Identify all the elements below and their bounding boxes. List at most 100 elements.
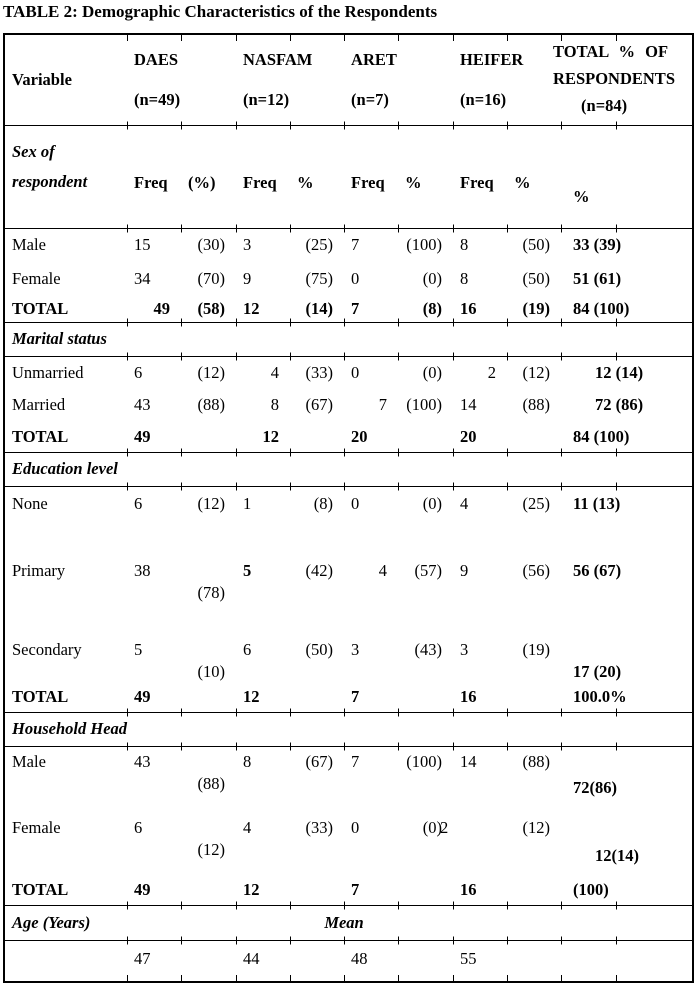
cell-pct-aret: (0): [422, 362, 443, 382]
cell-total: 72 (86): [595, 395, 644, 414]
cell-freq-daes: 49: [153, 298, 171, 318]
cell-freq-heifer: 14: [460, 395, 477, 414]
table-row-household-total: TOTAL 49 12 7 16 (100): [5, 875, 692, 905]
cell-freq-heifer: 2: [440, 818, 449, 837]
cell-freq-heifer: 2: [487, 362, 497, 382]
cell-freq-nasfam: 12: [243, 687, 260, 706]
cell-pct-heifer: (25): [522, 494, 551, 513]
cell-freq-nasfam: 12: [243, 880, 260, 899]
section-header-education: Education level: [5, 452, 692, 486]
cell-freq-heifer: 14: [460, 752, 477, 771]
cell-total: 84 (100): [573, 298, 630, 318]
cell-freq-heifer: 8: [460, 268, 469, 288]
cell-freq-heifer: 16: [460, 298, 477, 318]
cell-total: 12 (14): [595, 362, 644, 382]
cell-pct-aret: (100): [406, 395, 443, 414]
col-header-freq-heifer: Freq: [460, 172, 494, 192]
group-name: ARET: [351, 50, 397, 69]
cell-pct-aret: (43): [414, 640, 443, 659]
cell-freq-daes: 6: [134, 494, 143, 513]
cell-freq-daes: 49: [134, 880, 151, 899]
cell-freq-heifer: 16: [460, 880, 477, 899]
cell-total: 56 (67): [573, 561, 622, 580]
cell-freq-aret: 3: [351, 640, 360, 659]
cell-freq-nasfam: 8: [270, 395, 280, 414]
table-row-education-none: None 6 (12) 1 (8) 0 (0) 4 (25) 11 (13): [5, 486, 692, 555]
cell-total: 12(14): [595, 846, 640, 865]
group-n: (n=12): [243, 90, 290, 109]
cell-freq-heifer: 4: [460, 494, 469, 513]
cell-freq-nasfam: 9: [243, 268, 252, 288]
table-title: TABLE 2: Demographic Characteristics of …: [3, 2, 438, 21]
cell-total: 11 (13): [573, 494, 621, 513]
cell-freq-daes: 49: [134, 687, 151, 706]
cell-freq-nasfam: 1: [243, 494, 252, 513]
cell-freq-aret: 7: [351, 298, 360, 318]
cell-freq-aret: 20: [351, 426, 368, 446]
table-row-marital-unmarried: Unmarried 6 (12) 4 (33) 0 (0) 2 (12) 12 …: [5, 356, 692, 389]
cell-total: 72(86): [573, 778, 618, 797]
table-row-education-secondary: Secondary 5 (10) 6 (50) 3 (43) 3 (19) 17…: [5, 635, 692, 682]
cell-freq-daes: 43: [134, 395, 151, 414]
cell-freq-aret: 7: [351, 752, 360, 771]
cell-pct-heifer: (88): [522, 395, 551, 414]
table-row-marital-married: Married 43 (88) 8 (67) 7 (100) 14 (88) 7…: [5, 389, 692, 421]
section-label-marital-status: Marital status: [12, 329, 107, 348]
cell-pct-nasfam: (67): [305, 752, 334, 771]
cell-label: Male: [12, 235, 46, 254]
cell-freq-daes: 15: [134, 235, 151, 254]
cell-freq-nasfam: 8: [243, 752, 252, 771]
sex-subheader-row: Sex of respondent Freq (%) Freq % Freq %…: [5, 125, 692, 228]
header-variable-cell: Variable: [12, 70, 72, 89]
cell-pct-daes: (30): [197, 235, 226, 254]
section-label-household-head: Household Head: [12, 719, 128, 738]
col-header-pct-aret: %: [405, 172, 422, 192]
cell-freq-aret: 0: [351, 268, 360, 288]
cell-freq-daes: 43: [134, 752, 151, 771]
section-header-age: Age (Years) Mean: [5, 905, 692, 940]
cell-pct-nasfam: (75): [305, 268, 334, 288]
cell-label: None: [12, 494, 48, 513]
cell-freq-nasfam: 4: [270, 362, 280, 382]
table-row-sex-male: Male 15 (30) 3 (25) 7 (100) 8 (50) 33 (3…: [5, 228, 692, 262]
col-header-freq-nasfam: Freq: [243, 172, 277, 192]
header-group-daes: DAES (n=49): [127, 35, 236, 125]
col-header-pct-daes: (%): [188, 172, 216, 192]
cell-label: TOTAL: [12, 880, 69, 899]
cell-pct-daes: (78): [197, 583, 226, 602]
cell-freq-aret: 7: [351, 687, 360, 706]
col-header-freq-daes: Freq: [134, 172, 168, 192]
cell-freq-heifer: 8: [460, 235, 469, 254]
cell-freq-aret: 7: [351, 235, 360, 254]
total-header-line1: TOTAL % OF: [553, 42, 669, 61]
cell-label: Unmarried: [12, 362, 84, 382]
cell-mean-aret: 48: [351, 949, 368, 968]
total-header-line2: RESPONDENTS: [553, 69, 675, 88]
cell-freq-nasfam: 4: [243, 818, 252, 837]
cell-total: 51 (61): [573, 268, 622, 288]
cell-freq-aret: 7: [378, 395, 388, 414]
cell-freq-nasfam: 12: [243, 298, 260, 318]
cell-pct-daes: (12): [197, 362, 226, 382]
group-name: HEIFER: [460, 50, 524, 69]
cell-freq-heifer: 9: [460, 561, 469, 580]
section-header-household: Household Head: [5, 712, 692, 746]
cell-freq-heifer: 20: [460, 426, 477, 446]
cell-pct-aret: (100): [406, 235, 443, 254]
total-header-line3: (n=84): [581, 96, 628, 115]
cell-pct-heifer: (50): [522, 268, 551, 288]
group-n: (n=16): [460, 90, 507, 109]
cell-pct-daes: (88): [197, 395, 226, 414]
header-group-aret: ARET (n=7): [344, 35, 453, 125]
table-row-household-female: Female 6 (12) 4 (33) 0 (0) 2 (12) 12(14): [5, 812, 692, 875]
cell-label: TOTAL: [12, 426, 69, 446]
cell-freq-aret: 7: [351, 880, 360, 899]
cell-pct-aret: (57): [414, 561, 443, 580]
cell-pct-aret: (0): [422, 494, 443, 513]
table-row-education-primary: Primary 38 (78) 5 (42) 4 (57) 9 (56) 56 …: [5, 555, 692, 635]
cell-pct-daes: (58): [197, 298, 226, 318]
cell-mean-nasfam: 44: [243, 949, 260, 968]
cell-total: 17 (20): [573, 662, 622, 681]
cell-freq-aret: 0: [351, 362, 360, 382]
cell-pct-heifer: (88): [522, 752, 551, 771]
